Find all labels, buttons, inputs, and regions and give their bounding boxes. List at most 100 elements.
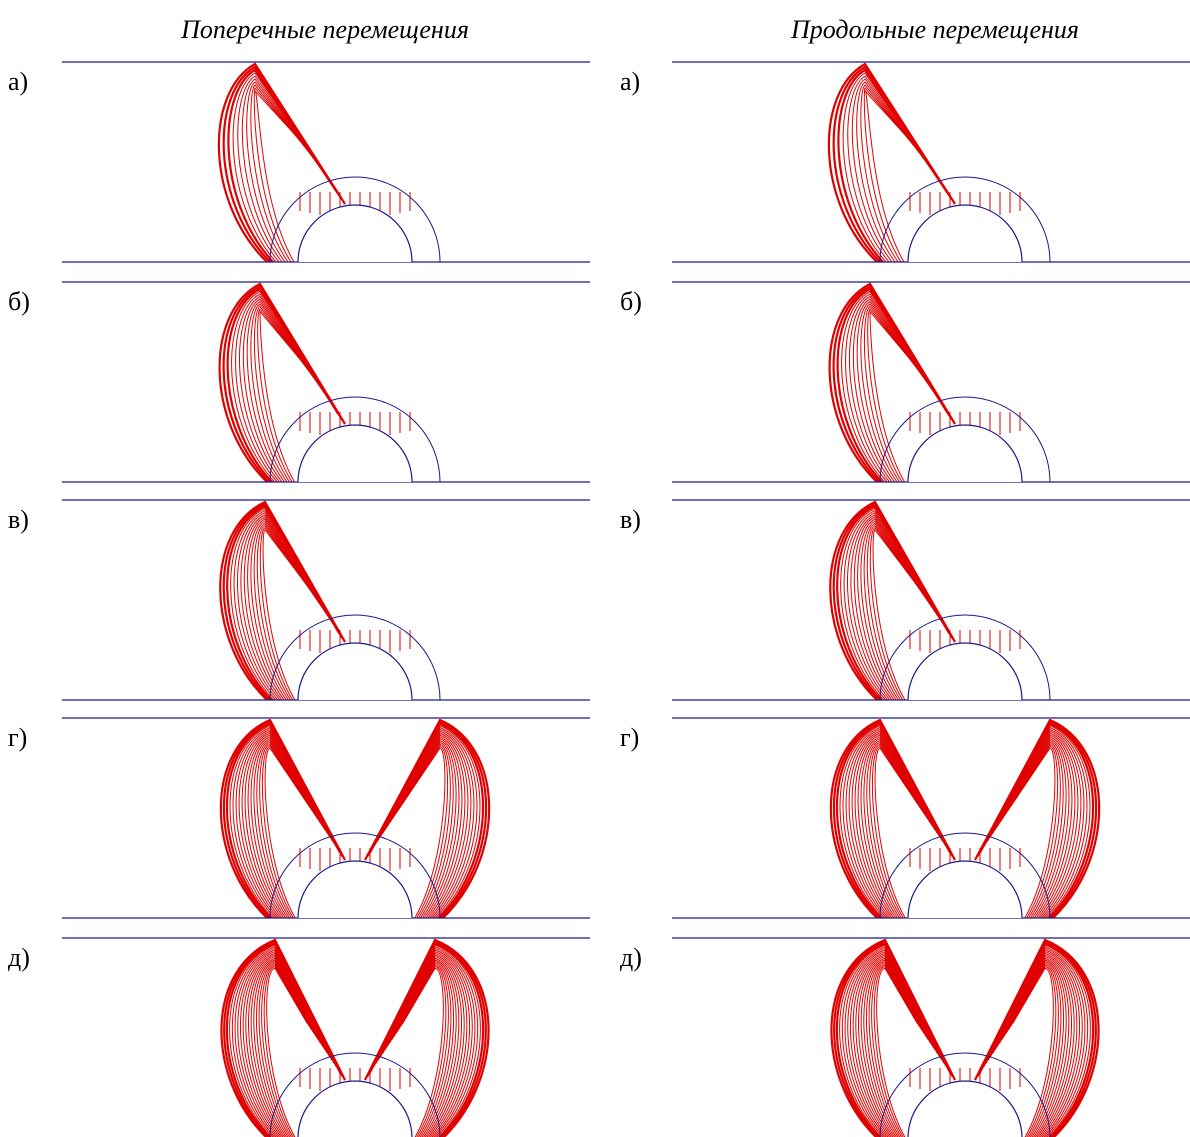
wave-contour bbox=[1002, 740, 1067, 919]
wave-contour bbox=[258, 962, 315, 1137]
wave-contour bbox=[373, 946, 479, 1137]
wave-contour bbox=[253, 87, 314, 263]
wave-contour bbox=[853, 516, 936, 701]
wave-contour bbox=[250, 957, 321, 1137]
wave-contour bbox=[256, 741, 316, 919]
wave-contour bbox=[235, 293, 333, 483]
contour-plot bbox=[672, 61, 1190, 263]
wave-contour bbox=[871, 745, 921, 919]
obstacle bbox=[297, 1080, 413, 1137]
wave-contour bbox=[860, 520, 930, 701]
wave-contour bbox=[842, 726, 946, 919]
obstacle-outer bbox=[879, 396, 1051, 483]
wave-contour bbox=[981, 944, 1091, 1137]
wave-contour bbox=[856, 81, 932, 263]
wave-contour bbox=[239, 295, 329, 483]
wave-contour bbox=[229, 724, 338, 919]
wave-contour bbox=[375, 947, 476, 1137]
wave-contour bbox=[237, 512, 332, 701]
obstacle-outer bbox=[269, 614, 441, 701]
column-title: Поперечные перемещения bbox=[180, 15, 469, 44]
panel-label: в) bbox=[620, 505, 641, 534]
contour-plot bbox=[62, 281, 590, 483]
wave-contour bbox=[368, 941, 485, 1137]
wave-contour bbox=[842, 72, 944, 263]
panel-label: б) bbox=[8, 287, 30, 316]
wave-contour bbox=[851, 732, 938, 919]
wave-contour bbox=[253, 305, 316, 483]
wave-contour bbox=[844, 947, 945, 1137]
wave-contour bbox=[987, 728, 1085, 919]
wave-contour bbox=[392, 740, 457, 919]
wave-contour bbox=[1001, 959, 1067, 1137]
wave-contour bbox=[847, 75, 940, 263]
wave-contour bbox=[248, 956, 324, 1137]
obstacle bbox=[297, 860, 413, 919]
wave-contour bbox=[992, 732, 1079, 919]
panel-label: а) bbox=[620, 67, 640, 96]
obstacle bbox=[907, 424, 1023, 483]
wave-contour bbox=[874, 747, 918, 919]
contour-plot bbox=[672, 281, 1190, 483]
wave-contour bbox=[869, 527, 922, 701]
wave-contour bbox=[863, 959, 929, 1137]
wave-contour bbox=[847, 949, 943, 1137]
panel-label: г) bbox=[8, 723, 27, 752]
wave-contour bbox=[261, 745, 311, 919]
wave-contour bbox=[379, 730, 472, 919]
panel-label: б) bbox=[620, 287, 642, 316]
wave-contour bbox=[849, 295, 939, 483]
wave-contour bbox=[382, 952, 468, 1137]
wave-contour bbox=[222, 65, 342, 263]
wave-contour bbox=[832, 65, 952, 263]
wave-contour bbox=[845, 293, 943, 483]
wave-contour bbox=[374, 726, 478, 919]
contour-plot bbox=[672, 717, 1190, 919]
wave-contour bbox=[999, 738, 1070, 919]
panel-label: д) bbox=[620, 943, 642, 972]
wave-contour bbox=[860, 303, 929, 483]
wave-contour bbox=[244, 734, 326, 919]
wave-contour bbox=[868, 962, 925, 1137]
wave-contour bbox=[384, 734, 466, 919]
wave-contour bbox=[257, 308, 313, 483]
wave-contour bbox=[391, 959, 457, 1137]
wave-contour bbox=[1004, 741, 1064, 919]
obstacle bbox=[297, 424, 413, 483]
wave-contour bbox=[235, 728, 333, 919]
wave-contour bbox=[382, 732, 469, 919]
wave-contour bbox=[1012, 747, 1056, 919]
panel-label: д) bbox=[8, 943, 30, 972]
panel-label: а) bbox=[8, 67, 28, 96]
wave-contour bbox=[380, 951, 471, 1137]
wave-contour bbox=[994, 954, 1075, 1137]
wave-contour bbox=[976, 720, 1098, 919]
wave-contour bbox=[259, 527, 312, 701]
wave-contour bbox=[250, 520, 320, 701]
wave-contour bbox=[389, 738, 460, 919]
wave-contour bbox=[845, 728, 943, 919]
wave-contour bbox=[863, 740, 928, 919]
wave-contour bbox=[855, 954, 936, 1137]
wave-contour bbox=[397, 743, 451, 919]
obstacle bbox=[297, 642, 413, 701]
wave-contour bbox=[851, 78, 936, 263]
wave-contour bbox=[857, 736, 933, 919]
wave-contour bbox=[246, 300, 323, 483]
wave-contour bbox=[387, 736, 463, 919]
wave-contour bbox=[250, 738, 321, 919]
wave-contour bbox=[227, 68, 338, 263]
wave-contour bbox=[1010, 966, 1057, 1137]
wave-contour bbox=[250, 303, 319, 483]
wave-contour bbox=[264, 747, 308, 919]
wave-contour bbox=[829, 500, 956, 701]
wave-contour bbox=[835, 941, 952, 1137]
wave-contour bbox=[1009, 745, 1059, 919]
wave-contour bbox=[226, 722, 341, 919]
panel-label: в) bbox=[8, 505, 29, 534]
obstacle bbox=[297, 204, 413, 263]
wave-contour bbox=[253, 959, 319, 1137]
wave-contour bbox=[836, 722, 951, 919]
wave-contour bbox=[247, 736, 323, 919]
